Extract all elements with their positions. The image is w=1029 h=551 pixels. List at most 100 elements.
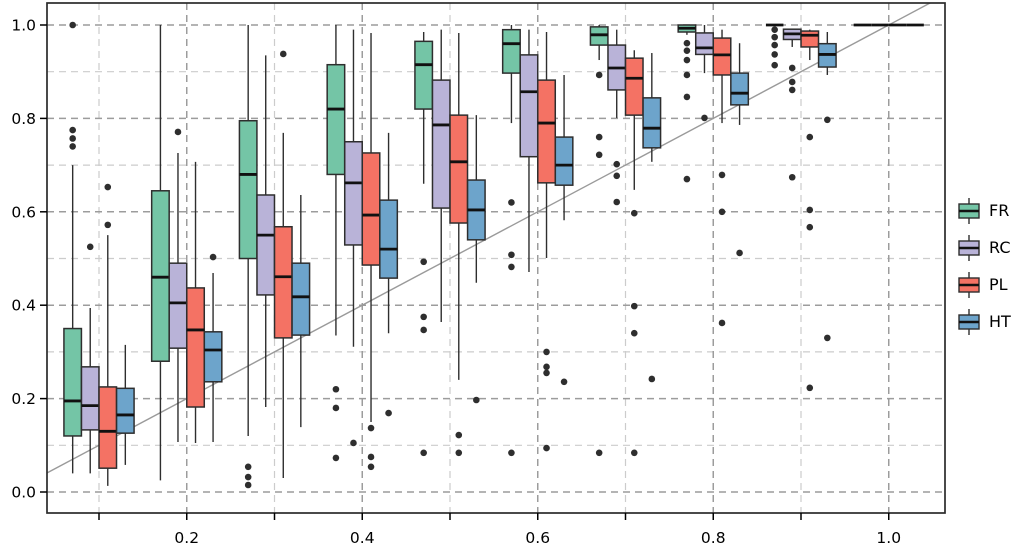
outlier-point: [508, 263, 515, 271]
outlier-point: [367, 463, 375, 471]
legend-item-fr: FR: [956, 192, 1011, 229]
boxplot-box: [694, 32, 714, 56]
outlier-point: [648, 375, 656, 383]
outlier-point: [771, 41, 778, 49]
outlier-point: [367, 424, 375, 432]
outlier-point: [806, 206, 814, 214]
y-tick-label: 1.0: [11, 17, 36, 35]
outlier-point: [771, 51, 778, 58]
outlier-point: [788, 173, 796, 181]
boxplot-box: [273, 225, 293, 339]
legend-key-boxplot-icon: [958, 234, 980, 261]
outlier-point: [824, 116, 831, 124]
boxplot-box: [256, 194, 276, 296]
boxplot-box: [203, 331, 223, 383]
outlier-point: [630, 209, 638, 217]
outlier-point: [718, 319, 726, 327]
outlier-point: [824, 334, 831, 342]
outlier-point: [771, 33, 778, 41]
outlier-point: [595, 151, 603, 159]
outlier-point: [104, 221, 112, 229]
boxplot-box: [624, 57, 644, 116]
boxplot-box: [98, 386, 118, 469]
outlier-point: [771, 26, 778, 33]
boxplot-box: [501, 28, 521, 74]
outlier-point: [683, 47, 691, 54]
outlier-point: [244, 481, 252, 489]
outlier-point: [69, 135, 76, 142]
outlier-point: [508, 251, 515, 259]
boxplot-box: [343, 141, 363, 246]
outlier-point: [683, 71, 691, 79]
outlier-point: [613, 172, 621, 180]
legend-label: FR: [989, 200, 1010, 220]
boxplot-box: [326, 63, 346, 176]
outlier-point: [788, 64, 796, 72]
outlier-point: [806, 384, 814, 392]
outlier-point: [630, 449, 638, 457]
boxplot-box: [186, 287, 206, 408]
outlier-point: [683, 39, 691, 47]
legend-item-rc: RC: [956, 229, 1011, 266]
boxplot-box: [238, 119, 258, 260]
outlier-point: [104, 183, 112, 191]
outlier-point: [543, 363, 550, 371]
outlier-point: [350, 439, 357, 447]
outlier-point: [508, 449, 515, 457]
outlier-point: [543, 444, 550, 452]
outlier-point: [630, 302, 638, 310]
outlier-point: [332, 385, 340, 393]
boxplot-box: [115, 387, 135, 434]
outlier-point: [367, 453, 375, 461]
boxplot-box: [291, 262, 311, 336]
outlier-point: [788, 86, 796, 94]
outlier-point: [279, 50, 287, 58]
boxplot-box: [63, 327, 83, 437]
outlier-point: [630, 329, 638, 337]
outlier-point: [385, 409, 392, 417]
legend: FR RC PL HT: [956, 192, 1011, 340]
series-rc: [80, 23, 889, 474]
boxplot-box: [554, 136, 574, 186]
legend-label: RC: [989, 237, 1011, 257]
boxplot-box: [800, 30, 820, 48]
boxplot-box: [449, 114, 469, 224]
legend-key-boxplot-icon: [958, 271, 980, 298]
outlier-point: [595, 133, 603, 141]
boxplot-box: [537, 79, 557, 184]
x-tick-label: 0.6: [525, 529, 550, 547]
y-tick-label: 0.8: [11, 110, 36, 128]
outlier-point: [174, 128, 182, 136]
outlier-point: [244, 473, 252, 481]
outlier-point: [543, 348, 550, 356]
legend-label: PL: [989, 274, 1008, 294]
outlier-point: [508, 199, 515, 206]
series-pl: [98, 23, 907, 486]
outlier-point: [806, 133, 814, 141]
outlier-point: [788, 78, 796, 86]
outlier-point: [69, 143, 76, 150]
legend-key-boxplot-icon: [958, 308, 980, 335]
outlier-point: [771, 61, 778, 69]
outlier-point: [244, 463, 252, 471]
y-tick-label: 0.4: [11, 297, 36, 315]
boxplot-box: [379, 199, 399, 279]
outlier-point: [69, 126, 76, 134]
legend-item-ht: HT: [956, 303, 1011, 340]
boxplot-box: [80, 366, 100, 431]
x-tick-label: 0.2: [174, 529, 199, 547]
outlier-point: [420, 449, 427, 457]
outlier-point: [420, 313, 427, 321]
outlier-point: [595, 449, 603, 457]
series-ht: [115, 23, 924, 465]
boxplot-box: [361, 152, 381, 266]
outlier-point: [86, 243, 94, 251]
outlier-point: [455, 449, 463, 457]
panel-content: [47, 3, 945, 513]
outlier-point: [683, 93, 691, 101]
outlier-point: [683, 175, 691, 183]
outlier-point: [806, 223, 814, 231]
outlier-point: [560, 378, 568, 386]
